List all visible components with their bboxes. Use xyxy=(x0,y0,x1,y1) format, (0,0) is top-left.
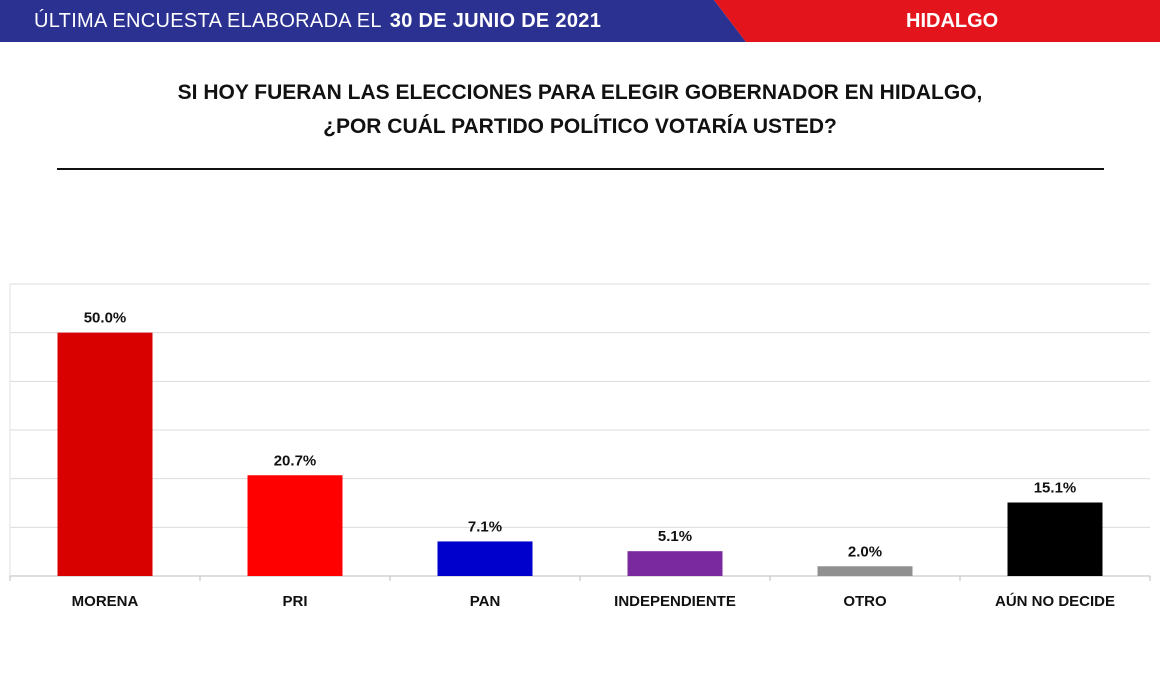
category-label: PRI xyxy=(282,593,307,610)
value-label: 50.0% xyxy=(84,310,127,327)
survey-date: 30 DE JUNIO DE 2021 xyxy=(389,10,602,32)
region-label: HIDALGO xyxy=(906,10,999,32)
title-divider xyxy=(57,168,1104,170)
value-label: 15.1% xyxy=(1034,480,1077,497)
category-label: MORENA xyxy=(72,593,139,610)
bar-morena xyxy=(57,332,153,576)
bar-pan xyxy=(437,541,533,576)
header-background xyxy=(0,0,1160,42)
header-right-band xyxy=(714,0,1160,42)
value-label: 20.7% xyxy=(274,452,317,469)
header-left-band xyxy=(0,0,746,42)
category-label: INDEPENDIENTE xyxy=(614,593,736,610)
category-label: AÚN NO DECIDE xyxy=(995,592,1115,610)
value-label: 2.0% xyxy=(848,543,882,560)
category-label: OTRO xyxy=(843,593,887,610)
bar-independiente xyxy=(627,551,723,576)
bar-pri xyxy=(247,475,343,576)
bar-aún-no-decide xyxy=(1007,502,1103,576)
category-label: PAN xyxy=(470,593,501,610)
bar-otro xyxy=(817,566,913,576)
question-title: SI HOY FUERAN LAS ELECCIONES PARA ELEGIR… xyxy=(0,76,1160,144)
header-banner: ÚLTIMA ENCUESTA ELABORADA EL 30 DE JUNIO … xyxy=(0,0,1160,42)
value-label: 7.1% xyxy=(468,518,502,535)
survey-date-prefix: ÚLTIMA ENCUESTA ELABORADA EL xyxy=(34,10,382,32)
survey-date-caption: ÚLTIMA ENCUESTA ELABORADA EL 30 DE JUNIO … xyxy=(34,0,601,42)
question-line-2: ¿POR CUÁL PARTIDO POLÍTICO VOTARÍA USTED… xyxy=(323,115,837,138)
value-label: 5.1% xyxy=(658,528,692,545)
question-line-1: SI HOY FUERAN LAS ELECCIONES PARA ELEGIR… xyxy=(177,81,983,104)
